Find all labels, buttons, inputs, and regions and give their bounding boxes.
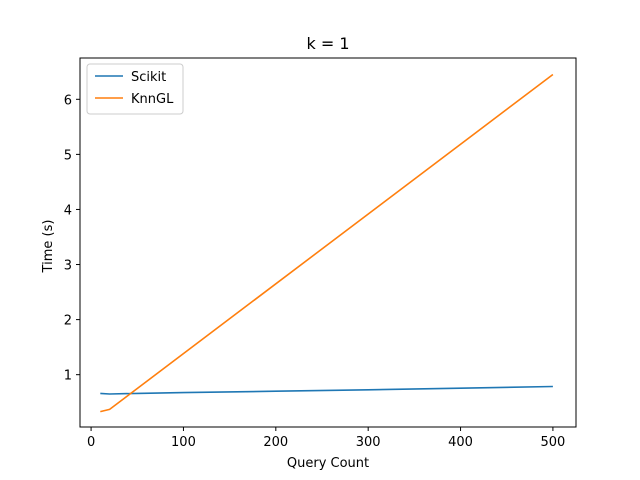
series-line-scikit bbox=[100, 385, 553, 395]
x-tick-label: 400 bbox=[448, 435, 473, 450]
y-tick-label: 3 bbox=[64, 259, 72, 274]
y-axis-ticks: 1 2 3 4 5 6 bbox=[64, 93, 80, 384]
legend: Scikit KnnGL bbox=[86, 63, 184, 115]
y-tick-label: 5 bbox=[64, 148, 72, 163]
plot-area-frame bbox=[79, 57, 577, 428]
series-line-knngl bbox=[100, 73, 554, 413]
x-tick-label: 200 bbox=[263, 435, 288, 450]
y-tick-label: 6 bbox=[64, 93, 72, 108]
y-axis-label: Time (s) bbox=[41, 220, 56, 274]
x-axis-label: Query Count bbox=[287, 456, 369, 471]
legend-label-knngl: KnnGL bbox=[131, 92, 174, 107]
x-tick-label: 0 bbox=[87, 435, 95, 450]
x-axis-ticks: 0 100 200 300 400 500 bbox=[87, 427, 565, 450]
chart-title: k = 1 bbox=[306, 34, 349, 53]
x-tick-label: 300 bbox=[356, 435, 381, 450]
x-tick-label: 500 bbox=[540, 435, 565, 450]
y-tick-label: 4 bbox=[64, 203, 72, 218]
y-tick-label: 1 bbox=[64, 369, 72, 384]
legend-label-scikit: Scikit bbox=[131, 70, 166, 85]
x-tick-label: 100 bbox=[171, 435, 196, 450]
plot-marks bbox=[100, 73, 554, 413]
y-tick-label: 2 bbox=[64, 314, 72, 329]
